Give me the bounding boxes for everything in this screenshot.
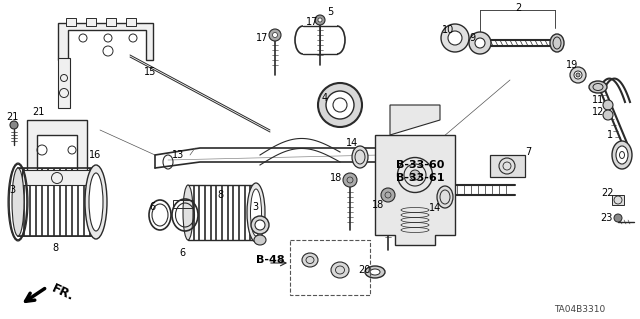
Text: 2: 2: [515, 3, 521, 13]
Ellipse shape: [247, 183, 265, 242]
Polygon shape: [58, 58, 70, 108]
Polygon shape: [22, 170, 92, 185]
Text: 18: 18: [330, 173, 342, 183]
Text: 23: 23: [600, 213, 612, 223]
Bar: [490, 155, 525, 177]
Circle shape: [273, 33, 278, 38]
Text: 21: 21: [6, 112, 18, 122]
Text: 6: 6: [149, 202, 155, 212]
Circle shape: [10, 121, 18, 129]
Text: 5: 5: [327, 7, 333, 17]
Text: 14: 14: [346, 138, 358, 148]
Text: FR.: FR.: [50, 282, 76, 304]
Text: 22: 22: [601, 188, 613, 198]
Circle shape: [326, 91, 354, 119]
Circle shape: [315, 15, 325, 25]
Text: 11: 11: [592, 95, 604, 105]
Ellipse shape: [550, 34, 564, 52]
Text: 21: 21: [32, 107, 44, 117]
Ellipse shape: [365, 266, 385, 278]
Circle shape: [469, 32, 491, 54]
Bar: [126, 18, 136, 26]
Ellipse shape: [410, 170, 420, 180]
Circle shape: [381, 188, 395, 202]
Ellipse shape: [589, 81, 607, 93]
Text: 15: 15: [144, 67, 156, 77]
Polygon shape: [390, 105, 440, 135]
Bar: [86, 18, 96, 26]
Text: TA04B3310: TA04B3310: [554, 306, 605, 315]
Text: 13: 13: [172, 150, 184, 160]
Ellipse shape: [251, 216, 269, 234]
Circle shape: [343, 173, 357, 187]
Bar: [66, 18, 76, 26]
Text: 17: 17: [256, 33, 268, 43]
Text: B-33-60: B-33-60: [396, 160, 444, 170]
Ellipse shape: [576, 73, 580, 77]
Text: 4: 4: [322, 93, 328, 103]
Ellipse shape: [352, 146, 368, 168]
Circle shape: [318, 83, 362, 127]
Text: 8: 8: [217, 190, 223, 200]
Bar: [188, 185, 256, 240]
Bar: [290, 240, 370, 295]
Ellipse shape: [574, 71, 582, 79]
Ellipse shape: [603, 110, 613, 120]
Text: 8: 8: [52, 243, 58, 253]
Text: 18: 18: [372, 200, 384, 210]
Text: 9: 9: [469, 33, 475, 43]
Text: 10: 10: [442, 25, 454, 35]
Circle shape: [318, 18, 322, 22]
Text: 6: 6: [179, 248, 185, 258]
Text: 3: 3: [9, 185, 15, 195]
Ellipse shape: [89, 173, 103, 231]
Ellipse shape: [331, 262, 349, 278]
Polygon shape: [27, 120, 87, 175]
Text: B-33-61: B-33-61: [396, 173, 444, 183]
Polygon shape: [375, 135, 455, 245]
Ellipse shape: [85, 165, 107, 239]
Circle shape: [475, 38, 485, 48]
Ellipse shape: [183, 185, 193, 240]
Circle shape: [441, 24, 469, 52]
Ellipse shape: [302, 253, 318, 267]
Ellipse shape: [12, 168, 24, 236]
Text: B-48: B-48: [256, 255, 284, 265]
Bar: [106, 18, 116, 26]
Text: 16: 16: [89, 150, 101, 160]
Bar: [612, 195, 624, 205]
Circle shape: [614, 214, 622, 222]
Text: 12: 12: [592, 107, 604, 117]
Polygon shape: [58, 23, 153, 60]
Ellipse shape: [250, 189, 262, 236]
Bar: [18, 168, 96, 236]
Ellipse shape: [616, 146, 628, 164]
Text: 19: 19: [566, 60, 578, 70]
Bar: [173, 200, 193, 208]
Text: 1: 1: [607, 130, 613, 140]
Ellipse shape: [603, 100, 613, 110]
Ellipse shape: [570, 67, 586, 83]
Ellipse shape: [255, 220, 265, 230]
Text: 20: 20: [358, 265, 370, 275]
Text: 14: 14: [429, 203, 441, 213]
Circle shape: [448, 31, 462, 45]
Circle shape: [269, 29, 281, 41]
Text: 7: 7: [525, 147, 531, 157]
Ellipse shape: [437, 186, 453, 208]
Text: 17: 17: [306, 17, 318, 27]
Ellipse shape: [254, 235, 266, 245]
Ellipse shape: [370, 269, 380, 275]
Text: 3: 3: [252, 202, 258, 212]
Ellipse shape: [612, 141, 632, 169]
